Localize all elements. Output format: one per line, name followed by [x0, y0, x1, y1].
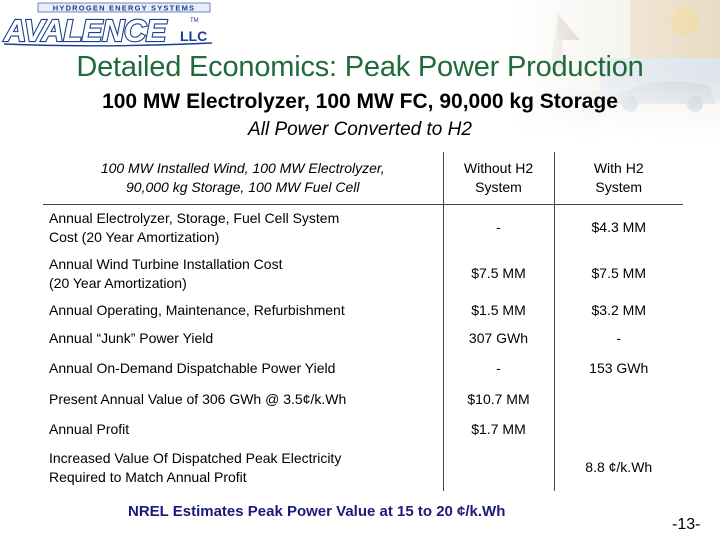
table-row: Annual Operating, Maintenance, Refurbish…: [43, 296, 683, 324]
row-label: Annual “Junk” Power Yield: [43, 323, 444, 353]
table-row: Annual Electrolyzer, Storage, Fuel Cell …: [43, 204, 683, 251]
with-h2-header: With H2 System: [554, 152, 683, 205]
table-row: Annual On-Demand Dispatchable Power Yiel…: [43, 352, 683, 384]
without-h2-value: [443, 444, 555, 491]
scenario-header-line1: 100 MW Installed Wind, 100 MW Electrolyz…: [100, 160, 385, 176]
table-header-row: 100 MW Installed Wind, 100 MW Electrolyz…: [43, 152, 683, 205]
row-label: Annual Operating, Maintenance, Refurbish…: [43, 296, 444, 324]
without-h2-header-line2: System: [475, 179, 522, 195]
slide-title: Detailed Economics: Peak Power Productio…: [76, 51, 644, 83]
logo-tagline: HYDROGEN ENERGY SYSTEMS: [53, 4, 195, 13]
without-h2-value: -: [443, 352, 555, 384]
with-h2-value: -: [616, 329, 622, 346]
table-row: Increased Value Of Dispatched Peak Elect…: [43, 444, 683, 491]
without-h2-header-line1: Without H2: [463, 160, 534, 176]
with-h2-value: 8.8 ¢/k.Wh: [585, 459, 653, 475]
without-h2-header: Without H2 System: [443, 152, 555, 205]
page-number: -13-: [672, 516, 701, 533]
row-label: Present Annual Value of 306 GWh @ 3.5¢/k…: [43, 383, 444, 415]
avalence-logo: HYDROGEN ENERGY SYSTEMS AVALENCE LLC TM: [2, 2, 213, 49]
row-label-line1: Increased Value Of Dispatched Peak Elect…: [49, 449, 342, 466]
without-h2-value: $1.5 MM: [443, 296, 555, 324]
row-label: Annual Wind Turbine Installation Cost (2…: [43, 250, 444, 297]
with-h2-value: $3.2 MM: [591, 301, 646, 318]
with-h2-value: [554, 415, 683, 445]
row-label: Annual Electrolyzer, Storage, Fuel Cell …: [43, 204, 444, 251]
row-label-line1: Annual Wind Turbine Installation Cost: [49, 255, 283, 272]
row-label-line1: Annual Electrolyzer, Storage, Fuel Cell …: [49, 209, 340, 226]
row-label: Annual Profit: [43, 414, 444, 445]
logo-trademark: TM: [190, 18, 199, 24]
without-h2-value: $1.7 MM: [443, 414, 555, 445]
without-h2-value: 307 GWh: [443, 323, 555, 353]
without-h2-value: -: [443, 204, 555, 251]
decorative-photo-collage: [510, 0, 720, 140]
logo-brand: AVALENCE: [3, 13, 168, 48]
with-h2-value: 153 GWh: [589, 359, 649, 376]
slide-subtitle-secondary: All Power Converted to H2: [248, 119, 472, 140]
with-h2-header-line2: System: [595, 179, 643, 195]
with-h2-value: $4.3 MM: [591, 219, 646, 236]
row-label: Increased Value Of Dispatched Peak Elect…: [43, 444, 444, 491]
table-row: Annual Wind Turbine Installation Cost (2…: [43, 250, 683, 297]
table-row: Present Annual Value of 306 GWh @ 3.5¢/k…: [43, 383, 683, 415]
with-h2-value: $7.5 MM: [591, 265, 646, 281]
row-label-line2: Cost (20 Year Amortization): [49, 228, 220, 245]
slide-subtitle: 100 MW Electrolyzer, 100 MW FC, 90,000 k…: [102, 90, 618, 113]
without-h2-value: $10.7 MM: [443, 383, 555, 415]
table-row: Annual “Junk” Power Yield 307 GWh -: [43, 323, 683, 353]
without-h2-value: $7.5 MM: [443, 250, 555, 297]
economics-table: 100 MW Installed Wind, 100 MW Electrolyz…: [43, 152, 683, 491]
logo-suffix: LLC: [180, 28, 207, 44]
with-h2-header-line1: With H2: [593, 160, 644, 176]
table-row: Annual Profit $1.7 MM: [43, 414, 683, 445]
row-label-line2: (20 Year Amortization): [49, 274, 187, 291]
scenario-header: 100 MW Installed Wind, 100 MW Electrolyz…: [43, 152, 444, 205]
row-label-line2: Required to Match Annual Profit: [49, 468, 247, 485]
scenario-header-line2: 90,000 kg Storage, 100 MW Fuel Cell: [126, 179, 360, 195]
with-h2-value: [554, 384, 683, 415]
footer-note: NREL Estimates Peak Power Value at 15 to…: [128, 503, 506, 520]
row-label: Annual On-Demand Dispatchable Power Yiel…: [43, 352, 444, 384]
